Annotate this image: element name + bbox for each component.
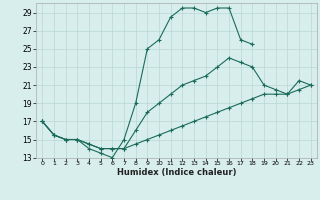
X-axis label: Humidex (Indice chaleur): Humidex (Indice chaleur) — [117, 168, 236, 177]
